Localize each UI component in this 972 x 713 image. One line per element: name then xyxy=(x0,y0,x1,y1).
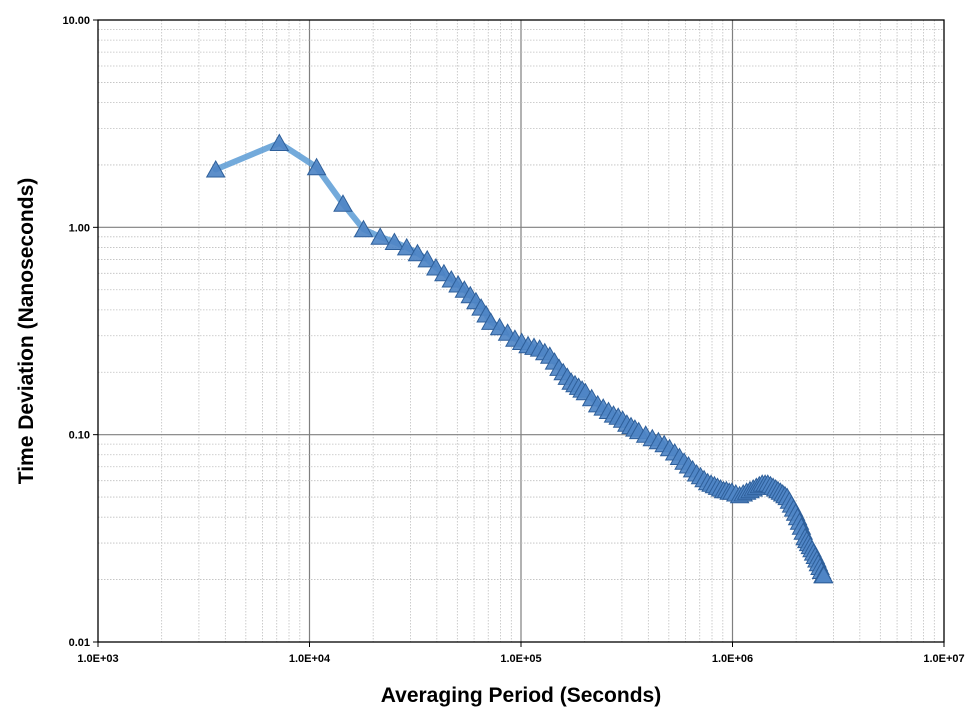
x-tick-label: 1.0E+05 xyxy=(500,653,541,665)
data-point xyxy=(417,249,438,268)
x-tick-label: 1.0E+07 xyxy=(923,653,964,665)
y-tick-label: 0.01 xyxy=(69,637,90,649)
data-point xyxy=(205,159,226,178)
data-point xyxy=(813,565,834,584)
data-point xyxy=(407,243,428,262)
x-axis-title: Averaging Period (Seconds) xyxy=(381,684,661,707)
y-tick-label: 1.00 xyxy=(69,222,90,234)
x-tick-label: 1.0E+04 xyxy=(289,653,331,665)
x-tick-label: 1.0E+03 xyxy=(77,653,118,665)
data-point xyxy=(269,133,290,151)
data-point xyxy=(370,227,391,245)
data-point xyxy=(396,237,417,256)
data-point xyxy=(384,232,405,250)
y-tick-label: 10.00 xyxy=(62,15,90,27)
data-point xyxy=(353,219,374,238)
y-axis-ticks: 0.01 0.10 1.00 10.00 xyxy=(62,15,98,649)
series xyxy=(205,133,834,584)
x-tick-label: 1.0E+06 xyxy=(712,653,753,665)
data-point xyxy=(333,194,353,212)
y-axis-title: Time Deviation (Nanoseconds) xyxy=(15,178,38,485)
x-axis-ticks: 1.0E+03 1.0E+04 1.0E+05 1.0E+06 1.0E+07 xyxy=(77,642,965,665)
y-tick-label: 0.10 xyxy=(69,430,90,442)
data-point xyxy=(306,157,327,176)
